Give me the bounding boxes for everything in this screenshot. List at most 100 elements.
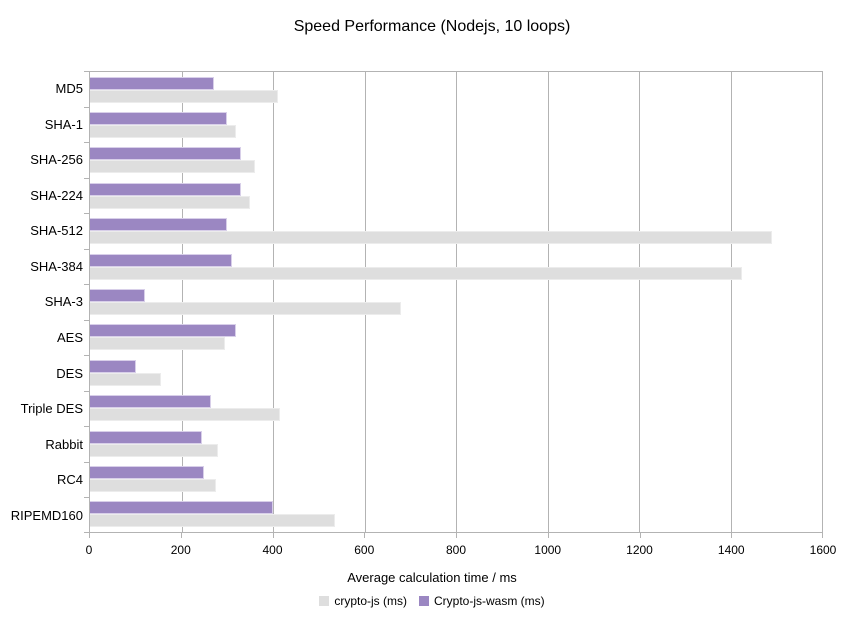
category-label: SHA-224 (30, 187, 83, 203)
legend-swatch (319, 596, 330, 606)
category-label: MD5 (55, 81, 83, 97)
bar-row (90, 284, 822, 319)
y-axis-labels: MD5 SHA-1 SHA-256 SHA-224 SHA-512 SHA-384 SHA-… (0, 71, 83, 533)
bar-crypto-js-ms (90, 478, 216, 492)
grid-line (730, 72, 732, 532)
y-tick-mark (84, 497, 89, 499)
x-tick-mark (180, 533, 182, 538)
plot-area (89, 71, 823, 533)
bar-crypto-js-wasm-ms (90, 76, 214, 90)
legend: crypto-js (ms) Crypto-js-wasm (ms) (0, 594, 864, 608)
bar-group (90, 324, 822, 351)
bar-row (90, 355, 822, 390)
y-tick-mark (84, 248, 89, 250)
bar-group (90, 218, 822, 245)
x-tick-label: 800 (445, 543, 467, 557)
category-label: Rabbit (45, 436, 83, 452)
bar-crypto-js-ms (90, 89, 278, 103)
x-tick-label: 1400 (717, 543, 745, 557)
bar-row (90, 214, 822, 249)
grid-line (181, 72, 183, 532)
x-tick-mark (456, 533, 457, 538)
category-label: RIPEMD160 (10, 507, 83, 523)
bar-crypto-js-ms (90, 195, 251, 209)
bar-crypto-js-wasm-ms (90, 359, 136, 373)
bar-crypto-js-wasm-ms (90, 289, 145, 303)
bar-group (90, 359, 822, 386)
bar-group (90, 395, 822, 422)
x-tick-mark (547, 533, 549, 538)
y-tick-mark (84, 319, 89, 321)
legend-label: crypto-js (ms) (334, 594, 407, 608)
chart-title: Speed Performance (Nodejs, 10 loops) (293, 18, 571, 35)
y-tick-mark (84, 390, 89, 392)
bar-row (90, 461, 822, 496)
bar-row (90, 143, 822, 178)
x-tick-mark (731, 533, 733, 538)
bar-row (90, 72, 822, 107)
bar-group (90, 112, 822, 139)
grid-line (547, 72, 549, 532)
bar-crypto-js-ms (90, 231, 772, 245)
x-tick-mark (89, 533, 90, 538)
x-tick-mark (364, 533, 366, 538)
grid-line (639, 72, 640, 532)
grid-line (273, 72, 274, 532)
y-tick-mark (84, 461, 89, 463)
bar-crypto-js-ms (90, 302, 402, 316)
bar-crypto-js-wasm-ms (90, 501, 273, 515)
category-label: AES (56, 329, 83, 345)
y-tick-mark (84, 532, 89, 533)
category-label: SHA-1 (44, 116, 83, 132)
bar-crypto-js-wasm-ms (90, 324, 237, 338)
category-label: SHA-3 (44, 294, 83, 310)
y-tick-mark (84, 213, 89, 215)
x-tick-label: 1600 (809, 543, 837, 557)
category-label: DES (56, 365, 83, 381)
bar-row (90, 426, 822, 461)
x-axis: 0 200 400 600 800 1000 1200 1400 1600 (86, 533, 836, 563)
bar-row (90, 391, 822, 426)
y-tick-mark (84, 71, 89, 72)
x-axis-title: Average calculation time / ms (347, 570, 517, 585)
bar-row (90, 320, 822, 355)
y-tick-mark (84, 142, 89, 144)
y-tick-mark (84, 177, 89, 179)
bar-group (90, 76, 822, 103)
bar-crypto-js-wasm-ms (90, 253, 232, 267)
grid-line (456, 72, 457, 532)
x-tick-mark (639, 533, 641, 538)
bar-rows (90, 72, 822, 532)
bar-crypto-js-wasm-ms (90, 395, 212, 409)
y-tick-mark (84, 284, 89, 286)
bar-crypto-js-wasm-ms (90, 112, 228, 126)
x-tick-label: 600 (354, 543, 375, 557)
legend-swatch (419, 596, 429, 606)
bar-crypto-js-ms (90, 408, 280, 422)
x-tick-label: 1200 (626, 543, 653, 557)
x-tick-label: 400 (262, 543, 283, 557)
category-label: SHA-384 (30, 258, 83, 274)
bar-row (90, 497, 822, 532)
y-tick-mark (84, 355, 89, 357)
bar-crypto-js-ms (90, 266, 742, 280)
category-label: SHA-256 (30, 152, 83, 168)
legend-item: crypto-js (ms) (319, 594, 407, 608)
y-tick-mark (84, 426, 89, 428)
x-tick-mark (272, 533, 274, 538)
grid-line (364, 72, 366, 532)
bar-crypto-js-ms (90, 160, 255, 174)
bar-group (90, 501, 822, 528)
bar-crypto-js-wasm-ms (90, 218, 228, 232)
bar-crypto-js-ms (90, 443, 219, 457)
bar-crypto-js-wasm-ms (90, 147, 241, 161)
bar-group (90, 289, 822, 316)
bar-crypto-js-ms (90, 514, 335, 528)
category-label: Triple DES (20, 401, 83, 417)
bar-row (90, 107, 822, 142)
x-tick-mark (822, 533, 823, 538)
x-tick-label: 1000 (534, 543, 562, 557)
bar-group (90, 182, 822, 209)
y-axis-ticks (84, 71, 89, 533)
